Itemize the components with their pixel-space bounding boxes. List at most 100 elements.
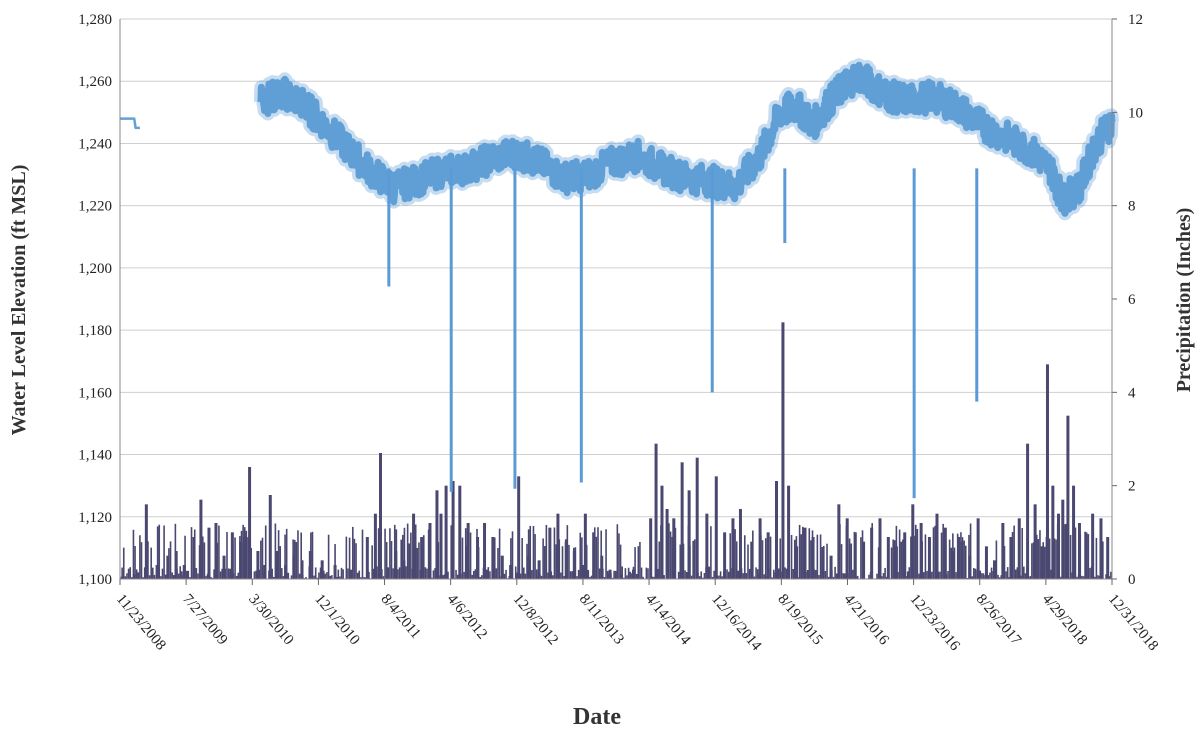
precip-bar (982, 573, 985, 579)
precip-bar (718, 575, 720, 579)
precip-bar (679, 544, 682, 579)
precip-bar (458, 542, 461, 579)
precip-bar (737, 570, 740, 579)
precip-bar (719, 571, 722, 579)
precip-bar (739, 537, 741, 579)
precip-bar (1097, 575, 1099, 579)
precip-bar (555, 544, 557, 579)
precip-bar (652, 576, 654, 579)
precip-bar (1102, 541, 1104, 579)
precip-bar (210, 576, 212, 579)
precip-bar (550, 571, 553, 579)
precip-bar (1055, 539, 1057, 579)
precip-bar (522, 567, 525, 579)
precip-bar (760, 535, 762, 579)
precip-bar (160, 576, 162, 579)
precip-bar (377, 528, 380, 579)
precip-bar (381, 569, 383, 579)
precip-bar (758, 518, 762, 579)
precip-bar (876, 573, 878, 579)
precip-bar (292, 555, 296, 579)
precip-bar (1000, 575, 1003, 579)
precip-bar (189, 577, 191, 579)
precip-bar (948, 539, 951, 579)
precip-bar (327, 534, 330, 579)
precip-bar (1064, 523, 1067, 579)
precip-bar (897, 571, 899, 579)
precip-bar (852, 569, 854, 579)
precip-bar (353, 538, 356, 579)
precip-bar (431, 577, 433, 579)
precip-bar (771, 577, 773, 579)
precip-bar (713, 570, 715, 579)
precip-bar (979, 570, 982, 579)
precip-bar (1068, 577, 1070, 579)
precip-bar (561, 546, 564, 579)
precip-bar (282, 576, 285, 579)
precip-bar (408, 543, 411, 579)
precip-bar (729, 533, 732, 579)
precip-bar (808, 528, 811, 579)
precip-bar (268, 570, 270, 579)
precip-bar (366, 574, 369, 579)
precip-bar (576, 576, 578, 579)
precip-bar (531, 570, 533, 579)
precip-bar (837, 504, 841, 579)
precip-bar (911, 546, 914, 579)
precip-bar (629, 571, 632, 579)
precip-bar (387, 567, 390, 579)
precip-bar (358, 570, 361, 579)
precip-bar (1027, 577, 1030, 579)
precip-bar (222, 567, 225, 579)
precip-bar (668, 523, 670, 579)
precip-bar (732, 566, 735, 579)
precip-bar (230, 532, 234, 579)
precip-bar (145, 573, 148, 579)
precip-bar (232, 573, 235, 579)
precip-bar (1077, 574, 1080, 579)
precip-bar (563, 575, 565, 579)
precip-bar (689, 545, 691, 579)
precip-bar (1050, 569, 1053, 579)
precip-bar (637, 546, 640, 579)
precip-bar (348, 537, 351, 579)
left-axis-title: Water Level Elevation (ft MSL) (8, 165, 30, 436)
precip-bar (585, 544, 588, 579)
precip-bar (199, 499, 203, 579)
precip-bar (258, 569, 261, 579)
precip-bar (723, 571, 725, 579)
precip-bar (460, 573, 462, 579)
precip-bar (660, 525, 662, 579)
precip-bar (277, 530, 280, 579)
precip-bar (519, 573, 522, 579)
precip-bar (229, 568, 232, 579)
precip-bar (914, 524, 917, 579)
precip-bar (197, 573, 199, 579)
precip-bar (214, 540, 217, 579)
precip-bar (226, 532, 228, 579)
precip-bar (256, 573, 259, 579)
precip-bar (326, 572, 328, 579)
precip-bar (483, 523, 487, 579)
precip-bar (860, 537, 862, 579)
precip-bar (1021, 528, 1024, 579)
precip-bar (400, 539, 403, 579)
precip-bar (310, 532, 312, 579)
precip-bar (863, 542, 865, 579)
precip-bar (321, 577, 323, 579)
precip-bar (340, 567, 343, 579)
precip-bar (207, 527, 211, 579)
precip-bar (584, 566, 586, 579)
precip-bar (500, 555, 504, 579)
precip-bar (137, 572, 140, 579)
precip-bar (153, 574, 156, 579)
precip-bar (611, 577, 614, 579)
precip-bar (721, 576, 723, 579)
precip-bar (342, 569, 344, 579)
precip-bar (821, 546, 823, 579)
precip-bar (634, 547, 636, 579)
precip-bar (587, 570, 590, 579)
precip-bar (855, 576, 857, 579)
precip-bar (681, 577, 683, 579)
x-tick-label: 4/14/2014 (642, 591, 694, 648)
